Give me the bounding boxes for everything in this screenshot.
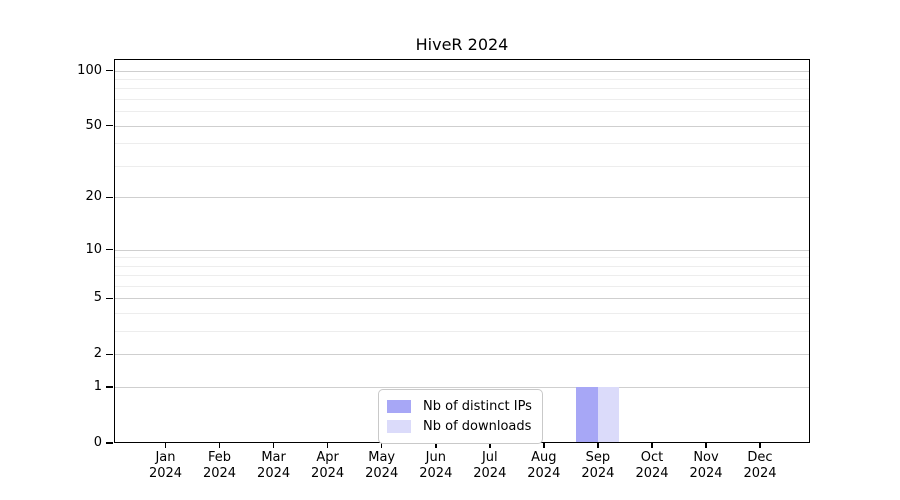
- y-tick-label: 5: [93, 290, 102, 306]
- plot-frame: [114, 59, 810, 443]
- x-tick-year: 2024: [743, 466, 777, 481]
- y-tick-label: 2: [93, 346, 102, 362]
- x-tick-mark: [435, 443, 437, 448]
- x-tick-label: May 2024: [350, 450, 414, 482]
- legend-item-distinct-ips: Nb of distinct IPs: [387, 399, 532, 414]
- x-tick-year: 2024: [527, 466, 561, 481]
- x-tick-year: 2024: [365, 466, 399, 481]
- y-tick-mark: [106, 297, 113, 300]
- x-tick-month: May: [368, 450, 396, 465]
- major-gridline: [114, 70, 810, 72]
- legend-swatch-distinct-ips: [387, 400, 411, 413]
- minor-gridline: [114, 285, 810, 287]
- x-tick-mark: [164, 443, 167, 448]
- y-tick-label: 20: [85, 189, 102, 205]
- minor-gridline: [114, 88, 810, 90]
- major-gridline: [114, 249, 810, 251]
- minor-gridline: [114, 275, 810, 277]
- y-tick-mark: [106, 353, 113, 356]
- y-tick-mark: [106, 196, 113, 198]
- x-tick-year: 2024: [257, 466, 291, 481]
- legend-label-distinct-ips: Nb of distinct IPs: [423, 399, 532, 414]
- minor-gridline: [114, 313, 810, 315]
- x-tick-label: Mar 2024: [242, 450, 306, 482]
- major-gridline: [114, 197, 810, 199]
- x-tick-label: Jun 2024: [404, 450, 468, 482]
- x-tick-month: Sep: [585, 450, 611, 465]
- x-tick-label: Nov 2024: [674, 450, 738, 482]
- x-tick-month: Nov: [693, 450, 719, 465]
- plot-area: Nb of distinct IPs Nb of downloads 0 1 2 5 1…: [77, 59, 810, 481]
- legend-swatch-downloads: [387, 420, 411, 433]
- y-tick-mark: [106, 69, 113, 72]
- x-tick-label: Oct 2024: [620, 450, 684, 482]
- x-tick-year: 2024: [419, 466, 453, 481]
- major-gridline: [114, 125, 810, 127]
- x-tick-mark: [651, 443, 653, 448]
- x-tick-mark: [597, 443, 599, 448]
- x-tick-mark: [705, 443, 707, 448]
- minor-gridline: [114, 257, 810, 259]
- x-tick-month: Apr: [316, 450, 339, 465]
- x-tick-label: Jan 2024: [134, 450, 198, 482]
- y-tick-label: 0: [93, 435, 102, 450]
- legend-item-downloads: Nb of downloads: [387, 419, 532, 434]
- x-tick-month: Jun: [425, 450, 446, 465]
- x-tick-label: Apr 2024: [296, 450, 360, 482]
- legend: Nb of distinct IPs Nb of downloads: [378, 389, 543, 444]
- minor-gridline: [114, 111, 810, 113]
- x-tick-mark: [759, 443, 761, 448]
- y-tick-mark: [106, 386, 113, 388]
- x-tick-year: 2024: [148, 466, 183, 481]
- bar-downloads: [597, 387, 620, 443]
- x-tick-label: Feb 2024: [188, 450, 252, 482]
- minor-gridline: [114, 143, 810, 145]
- minor-gridline: [114, 98, 810, 100]
- bar-distinct-ips: [576, 387, 598, 443]
- y-tick-mark: [106, 124, 113, 127]
- x-tick-mark: [543, 443, 545, 448]
- x-tick-year: 2024: [311, 466, 345, 481]
- minor-gridline: [114, 165, 810, 167]
- x-tick-mark: [489, 443, 491, 448]
- x-tick-year: 2024: [689, 466, 723, 481]
- x-tick-month: Jan: [155, 450, 176, 465]
- x-tick-year: 2024: [635, 466, 669, 481]
- x-tick-month: Mar: [261, 450, 286, 465]
- y-tick-label: 100: [77, 62, 102, 78]
- x-tick-month: Oct: [640, 450, 664, 465]
- x-tick-mark: [326, 443, 329, 448]
- minor-gridline: [114, 265, 810, 267]
- x-tick-year: 2024: [202, 466, 237, 481]
- y-tick-label: 50: [85, 117, 102, 133]
- major-gridline: [114, 298, 810, 300]
- x-tick-month: Dec: [747, 450, 773, 465]
- x-tick-label: Aug 2024: [512, 450, 576, 482]
- x-tick-mark: [272, 443, 275, 448]
- y-tick-label: 1: [93, 379, 102, 395]
- y-tick-mark: [106, 248, 113, 251]
- major-gridline: [114, 354, 810, 356]
- chart-title: HiveR 2024: [415, 35, 509, 54]
- minor-gridline: [114, 331, 810, 333]
- x-tick-month: Jul: [481, 450, 498, 465]
- x-tick-mark: [218, 443, 221, 448]
- x-tick-year: 2024: [473, 466, 507, 481]
- x-tick-year: 2024: [581, 466, 615, 481]
- legend-label-downloads: Nb of downloads: [423, 419, 532, 434]
- y-tick-mark: [106, 442, 113, 444]
- x-tick-label: Dec 2024: [728, 450, 792, 482]
- minor-gridline: [114, 78, 810, 80]
- x-tick-month: Feb: [207, 450, 232, 465]
- major-gridline: [114, 387, 810, 389]
- x-tick-label: Sep 2024: [566, 450, 630, 482]
- x-tick-mark: [380, 443, 383, 448]
- x-tick-month: Aug: [531, 450, 557, 465]
- y-tick-label: 10: [85, 241, 102, 257]
- x-tick-label: Jul 2024: [458, 450, 522, 482]
